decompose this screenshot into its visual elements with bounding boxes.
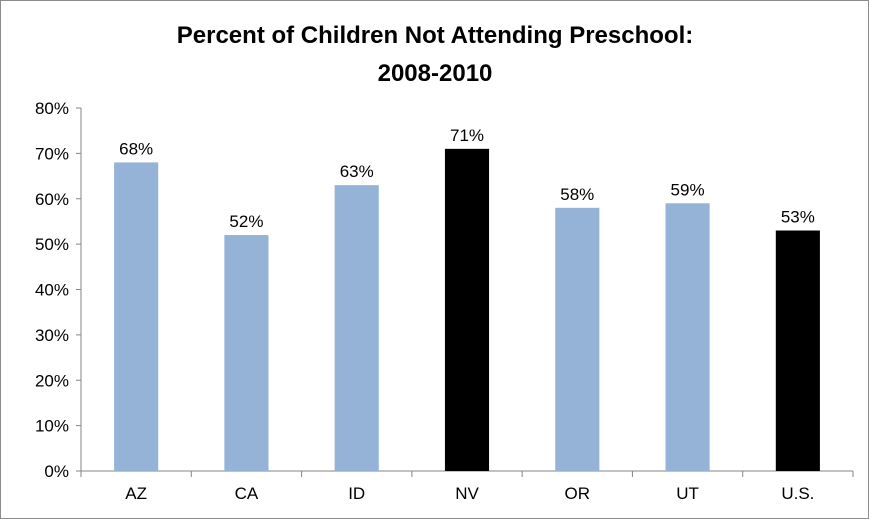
- x-tick-label: OR: [565, 484, 591, 503]
- y-tick-label: 80%: [35, 99, 69, 118]
- chart-title-line-1: Percent of Children Not Attending Presch…: [177, 22, 693, 49]
- bars: [114, 148, 820, 471]
- data-label: 59%: [671, 180, 705, 199]
- x-tick-label: UT: [676, 484, 699, 503]
- x-tick-label: U.S.: [781, 484, 814, 503]
- data-label: 53%: [781, 208, 815, 227]
- y-tick-label: 30%: [35, 326, 69, 345]
- data-label: 58%: [560, 185, 594, 204]
- data-label: 63%: [340, 162, 374, 181]
- y-tick-label: 60%: [35, 190, 69, 209]
- y-tick-label: 0%: [44, 462, 69, 481]
- x-tick-label: CA: [235, 484, 259, 503]
- data-labels: 68% 52% 63% 71% 58% 59% 53%: [119, 126, 815, 231]
- x-tick-label: ID: [348, 484, 365, 503]
- bar-or: [555, 207, 600, 471]
- data-label: 68%: [119, 139, 153, 158]
- bar-ca: [224, 235, 269, 471]
- y-axis: 0% 10% 20% 30% 40% 50% 60% 70% 80%: [35, 99, 82, 481]
- chart-title-line-2: 2008-2010: [378, 60, 493, 87]
- bar-id: [334, 185, 379, 471]
- data-label: 52%: [229, 212, 263, 231]
- y-tick-label: 50%: [35, 235, 69, 254]
- data-label: 71%: [450, 126, 484, 145]
- y-tick-label: 40%: [35, 281, 69, 300]
- x-axis: AZ CA ID NV OR UT U.S.: [80, 470, 854, 503]
- x-tick-label: AZ: [125, 484, 147, 503]
- y-tick-label: 10%: [35, 417, 69, 436]
- bar-az: [114, 162, 159, 471]
- bar-ut: [665, 203, 710, 471]
- y-tick-label: 20%: [35, 371, 69, 390]
- x-tick-label: NV: [455, 484, 479, 503]
- bar-nv: [444, 148, 490, 471]
- y-tick-label: 70%: [35, 144, 69, 163]
- bar-us: [775, 230, 820, 471]
